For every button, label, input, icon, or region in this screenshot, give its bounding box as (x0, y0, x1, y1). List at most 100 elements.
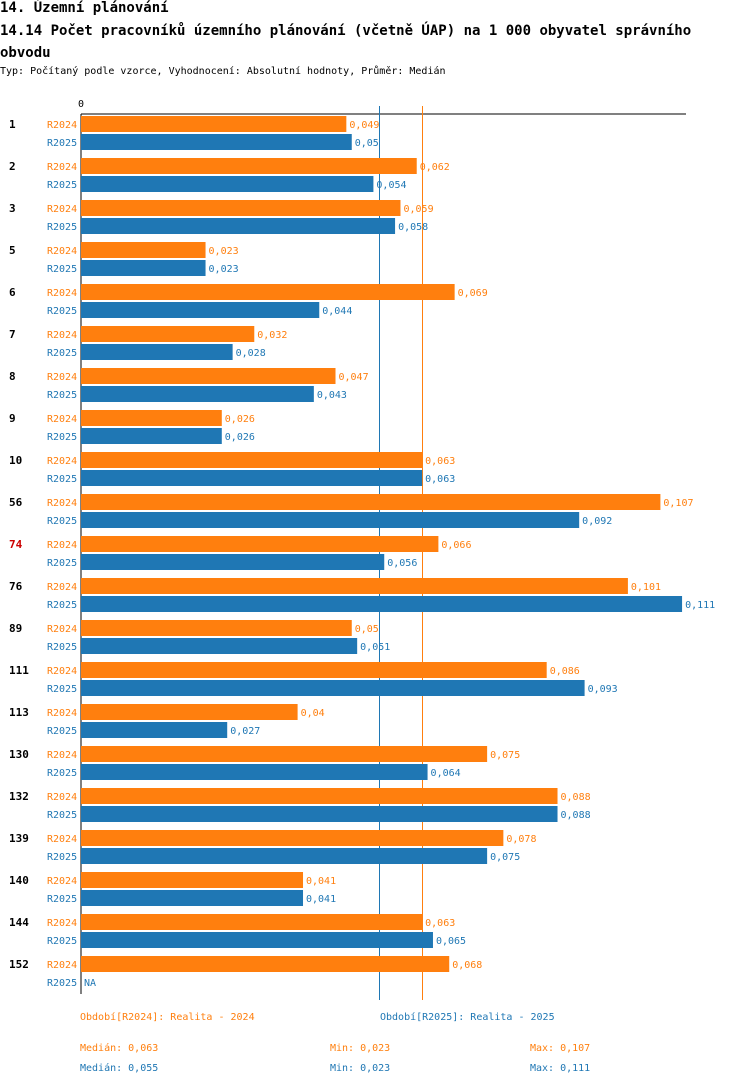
data-label: 0,078 (506, 834, 536, 845)
series-label: R2025 (47, 348, 77, 359)
stat-max-r2024: Max: 0,107 (530, 1043, 591, 1054)
data-label: 0,068 (452, 960, 482, 971)
data-label: 0,023 (209, 264, 239, 275)
data-label: 0,092 (582, 516, 612, 527)
bar (81, 872, 304, 888)
series-label: R2025 (47, 390, 77, 401)
category-label: 6 (9, 286, 16, 299)
series-label: R2024 (47, 456, 77, 467)
data-label: 0,075 (490, 750, 520, 761)
category-label: 10 (9, 454, 22, 467)
category-label: 139 (9, 832, 29, 845)
bar (81, 890, 304, 906)
category-label: 140 (9, 874, 29, 887)
data-label: 0,065 (436, 936, 466, 947)
series-label: R2025 (47, 558, 77, 569)
bar (81, 368, 336, 384)
bar (81, 932, 433, 948)
bar (81, 578, 628, 594)
bar (81, 788, 558, 804)
bar (81, 452, 423, 468)
bar (81, 242, 206, 258)
data-label: 0,101 (631, 582, 661, 593)
data-label: 0,047 (339, 372, 369, 383)
category-label: 56 (9, 496, 23, 509)
bar (81, 848, 488, 864)
bar (81, 680, 585, 696)
data-label: 0,063 (425, 474, 455, 485)
category-label: 1 (9, 118, 16, 131)
series-label: R2024 (47, 288, 77, 299)
data-label: 0,066 (441, 540, 471, 551)
bar (81, 116, 347, 132)
chart-subtitle: Typ: Počítaný podle vzorce, Vyhodnocení:… (0, 66, 446, 77)
series-label: R2025 (47, 306, 77, 317)
data-label: 0,026 (225, 414, 255, 425)
series-label: R2024 (47, 792, 77, 803)
data-label: 0,05 (355, 138, 379, 149)
series-label: R2024 (47, 498, 77, 509)
series-label: R2024 (47, 540, 77, 551)
stat-min-r2024: Min: 0,023 (330, 1043, 391, 1054)
series-label: R2024 (47, 120, 77, 131)
data-label: 0,04 (301, 708, 325, 719)
bar (81, 536, 439, 552)
category-label: 113 (9, 706, 29, 719)
series-label: R2025 (47, 684, 77, 695)
series-label: R2025 (47, 726, 77, 737)
category-label: 2 (9, 160, 16, 173)
data-label: 0,063 (425, 918, 455, 929)
series-label: R2025 (47, 264, 77, 275)
category-label: 132 (9, 790, 29, 803)
category-label: 130 (9, 748, 29, 761)
data-label: 0,054 (376, 180, 406, 191)
category-label: 3 (9, 202, 16, 215)
data-label: 0,058 (398, 222, 428, 233)
series-label: R2025 (47, 516, 77, 527)
data-label: 0,075 (490, 852, 520, 863)
bar (81, 470, 423, 486)
series-label: R2024 (47, 582, 77, 593)
data-label: 0,111 (685, 600, 715, 611)
series-label: R2025 (47, 474, 77, 485)
series-label: R2024 (47, 876, 77, 887)
data-label: 0,064 (431, 768, 461, 779)
data-label: 0,023 (209, 246, 239, 257)
series-label: R2024 (47, 750, 77, 761)
series-label: R2024 (47, 624, 77, 635)
series-label: R2024 (47, 204, 77, 215)
data-label: 0,028 (236, 348, 266, 359)
bar (81, 746, 488, 762)
data-label: 0,041 (306, 894, 336, 905)
data-label: 0,088 (561, 810, 591, 821)
bar (81, 302, 320, 318)
bar (81, 512, 580, 528)
data-label: 0,026 (225, 432, 255, 443)
bar (81, 620, 352, 636)
bar (81, 200, 401, 216)
series-label: R2024 (47, 834, 77, 845)
chart-title: 14.14 Počet pracovníků územního plánován… (0, 23, 692, 61)
category-label: 111 (9, 664, 29, 677)
bar (81, 638, 358, 654)
category-label: 9 (9, 412, 16, 425)
data-label: 0,032 (257, 330, 287, 341)
bar (81, 914, 423, 930)
series-label: R2025 (47, 600, 77, 611)
category-label: 144 (9, 916, 29, 929)
category-label: 8 (9, 370, 16, 383)
bar (81, 554, 385, 570)
category-label: 152 (9, 958, 29, 971)
stat-min-r2025: Min: 0,023 (330, 1063, 391, 1074)
bar (81, 806, 558, 822)
data-label: 0,051 (360, 642, 390, 653)
series-label: R2025 (47, 768, 77, 779)
series-label: R2024 (47, 708, 77, 719)
series-label: R2024 (47, 246, 77, 257)
bar (81, 344, 233, 360)
series-label: R2025 (47, 978, 77, 989)
bar (81, 830, 504, 846)
bar (81, 764, 428, 780)
data-label: 0,069 (458, 288, 488, 299)
bar (81, 218, 396, 234)
